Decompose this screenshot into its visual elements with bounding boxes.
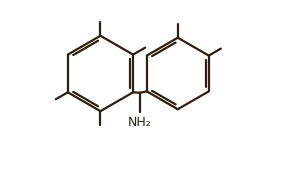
Text: NH₂: NH₂ [128,116,152,129]
